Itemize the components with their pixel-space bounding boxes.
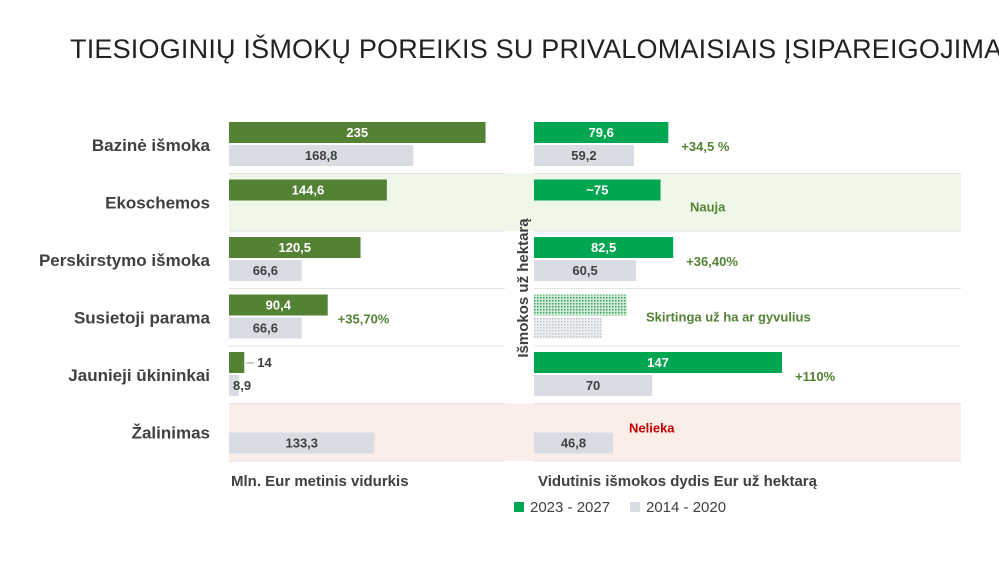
bar-2014-2020	[534, 375, 653, 396]
value-label: 59,2	[571, 148, 596, 163]
category-label: Ekoschemos	[105, 193, 210, 212]
category-label: Jaunieji ūkininkai	[68, 366, 210, 385]
bar-2023-2027	[534, 294, 627, 316]
right-axis-caption: Vidutinis išmokos dydis Eur už hektarą	[538, 473, 818, 490]
bar-2014-2020	[229, 432, 375, 454]
value-label: 70	[586, 378, 600, 393]
change-note: Skirtinga už ha ar gyvulius	[646, 310, 811, 325]
bar-2014-2020	[534, 432, 613, 454]
change-note: +110%	[795, 369, 836, 384]
bar-2023-2027	[229, 294, 328, 316]
value-label: 79,6	[589, 125, 614, 140]
value-label: 168,8	[305, 148, 338, 163]
left-axis-caption: Mln. Eur metinis vidurkis	[231, 473, 409, 490]
category-label: Bazinė išmoka	[92, 136, 211, 155]
value-label: 8,9	[233, 378, 251, 393]
right-axis-vertical-caption: Išmokos už hektarą	[515, 218, 532, 358]
change-note: Nauja	[690, 200, 726, 215]
value-label: 147	[647, 355, 669, 370]
change-note: Nelieka	[629, 421, 675, 436]
bar-2014-2020	[534, 260, 637, 281]
legend: 2023 - 2027 2014 - 2020	[514, 499, 726, 516]
value-label: 82,5	[591, 240, 616, 255]
change-note: +35,70%	[338, 312, 390, 327]
value-label: 46,8	[561, 436, 586, 451]
bar-2014-2020	[534, 145, 634, 166]
bar-2023-2027	[229, 179, 387, 201]
bar-2023-2027	[534, 179, 661, 201]
page-title: TIESIOGINIŲ IŠMOKŲ POREIKIS SU PRIVALOMA…	[70, 34, 999, 64]
value-label: 144,6	[292, 183, 325, 198]
bar-2023-2027	[229, 237, 361, 258]
bar-2014-2020	[229, 145, 414, 166]
value-label: 90,4	[266, 298, 292, 313]
value-label: 235	[346, 125, 368, 140]
bar-2014-2020	[229, 260, 302, 281]
bar-2014-2020	[534, 317, 602, 339]
value-label: 14	[257, 355, 272, 370]
bar-2023-2027	[229, 352, 245, 373]
legend-label: 2014 - 2020	[646, 499, 726, 516]
category-label: Žalinimas	[132, 423, 210, 442]
value-label: 120,5	[278, 240, 311, 255]
change-note: +36,40%	[686, 254, 738, 269]
legend-swatch	[514, 502, 524, 512]
bar-2023-2027	[534, 352, 783, 373]
value-label: 66,6	[253, 263, 278, 278]
legend-swatch	[630, 502, 640, 512]
category-label: Susietoji parama	[74, 308, 211, 327]
bar-2014-2020	[229, 317, 302, 339]
value-label: 60,5	[572, 263, 597, 278]
bar-2023-2027	[534, 122, 669, 143]
bar-2023-2027	[229, 122, 486, 143]
change-note: +34,5 %	[681, 139, 730, 154]
value-label: 66,6	[253, 321, 278, 336]
bar-2023-2027	[534, 237, 674, 258]
value-label: ~75	[586, 183, 608, 198]
category-label: Perskirstymo išmoka	[39, 251, 211, 270]
bar-2014-2020	[229, 375, 239, 396]
legend-label: 2023 - 2027	[530, 499, 610, 516]
value-label: 133,3	[285, 436, 318, 451]
